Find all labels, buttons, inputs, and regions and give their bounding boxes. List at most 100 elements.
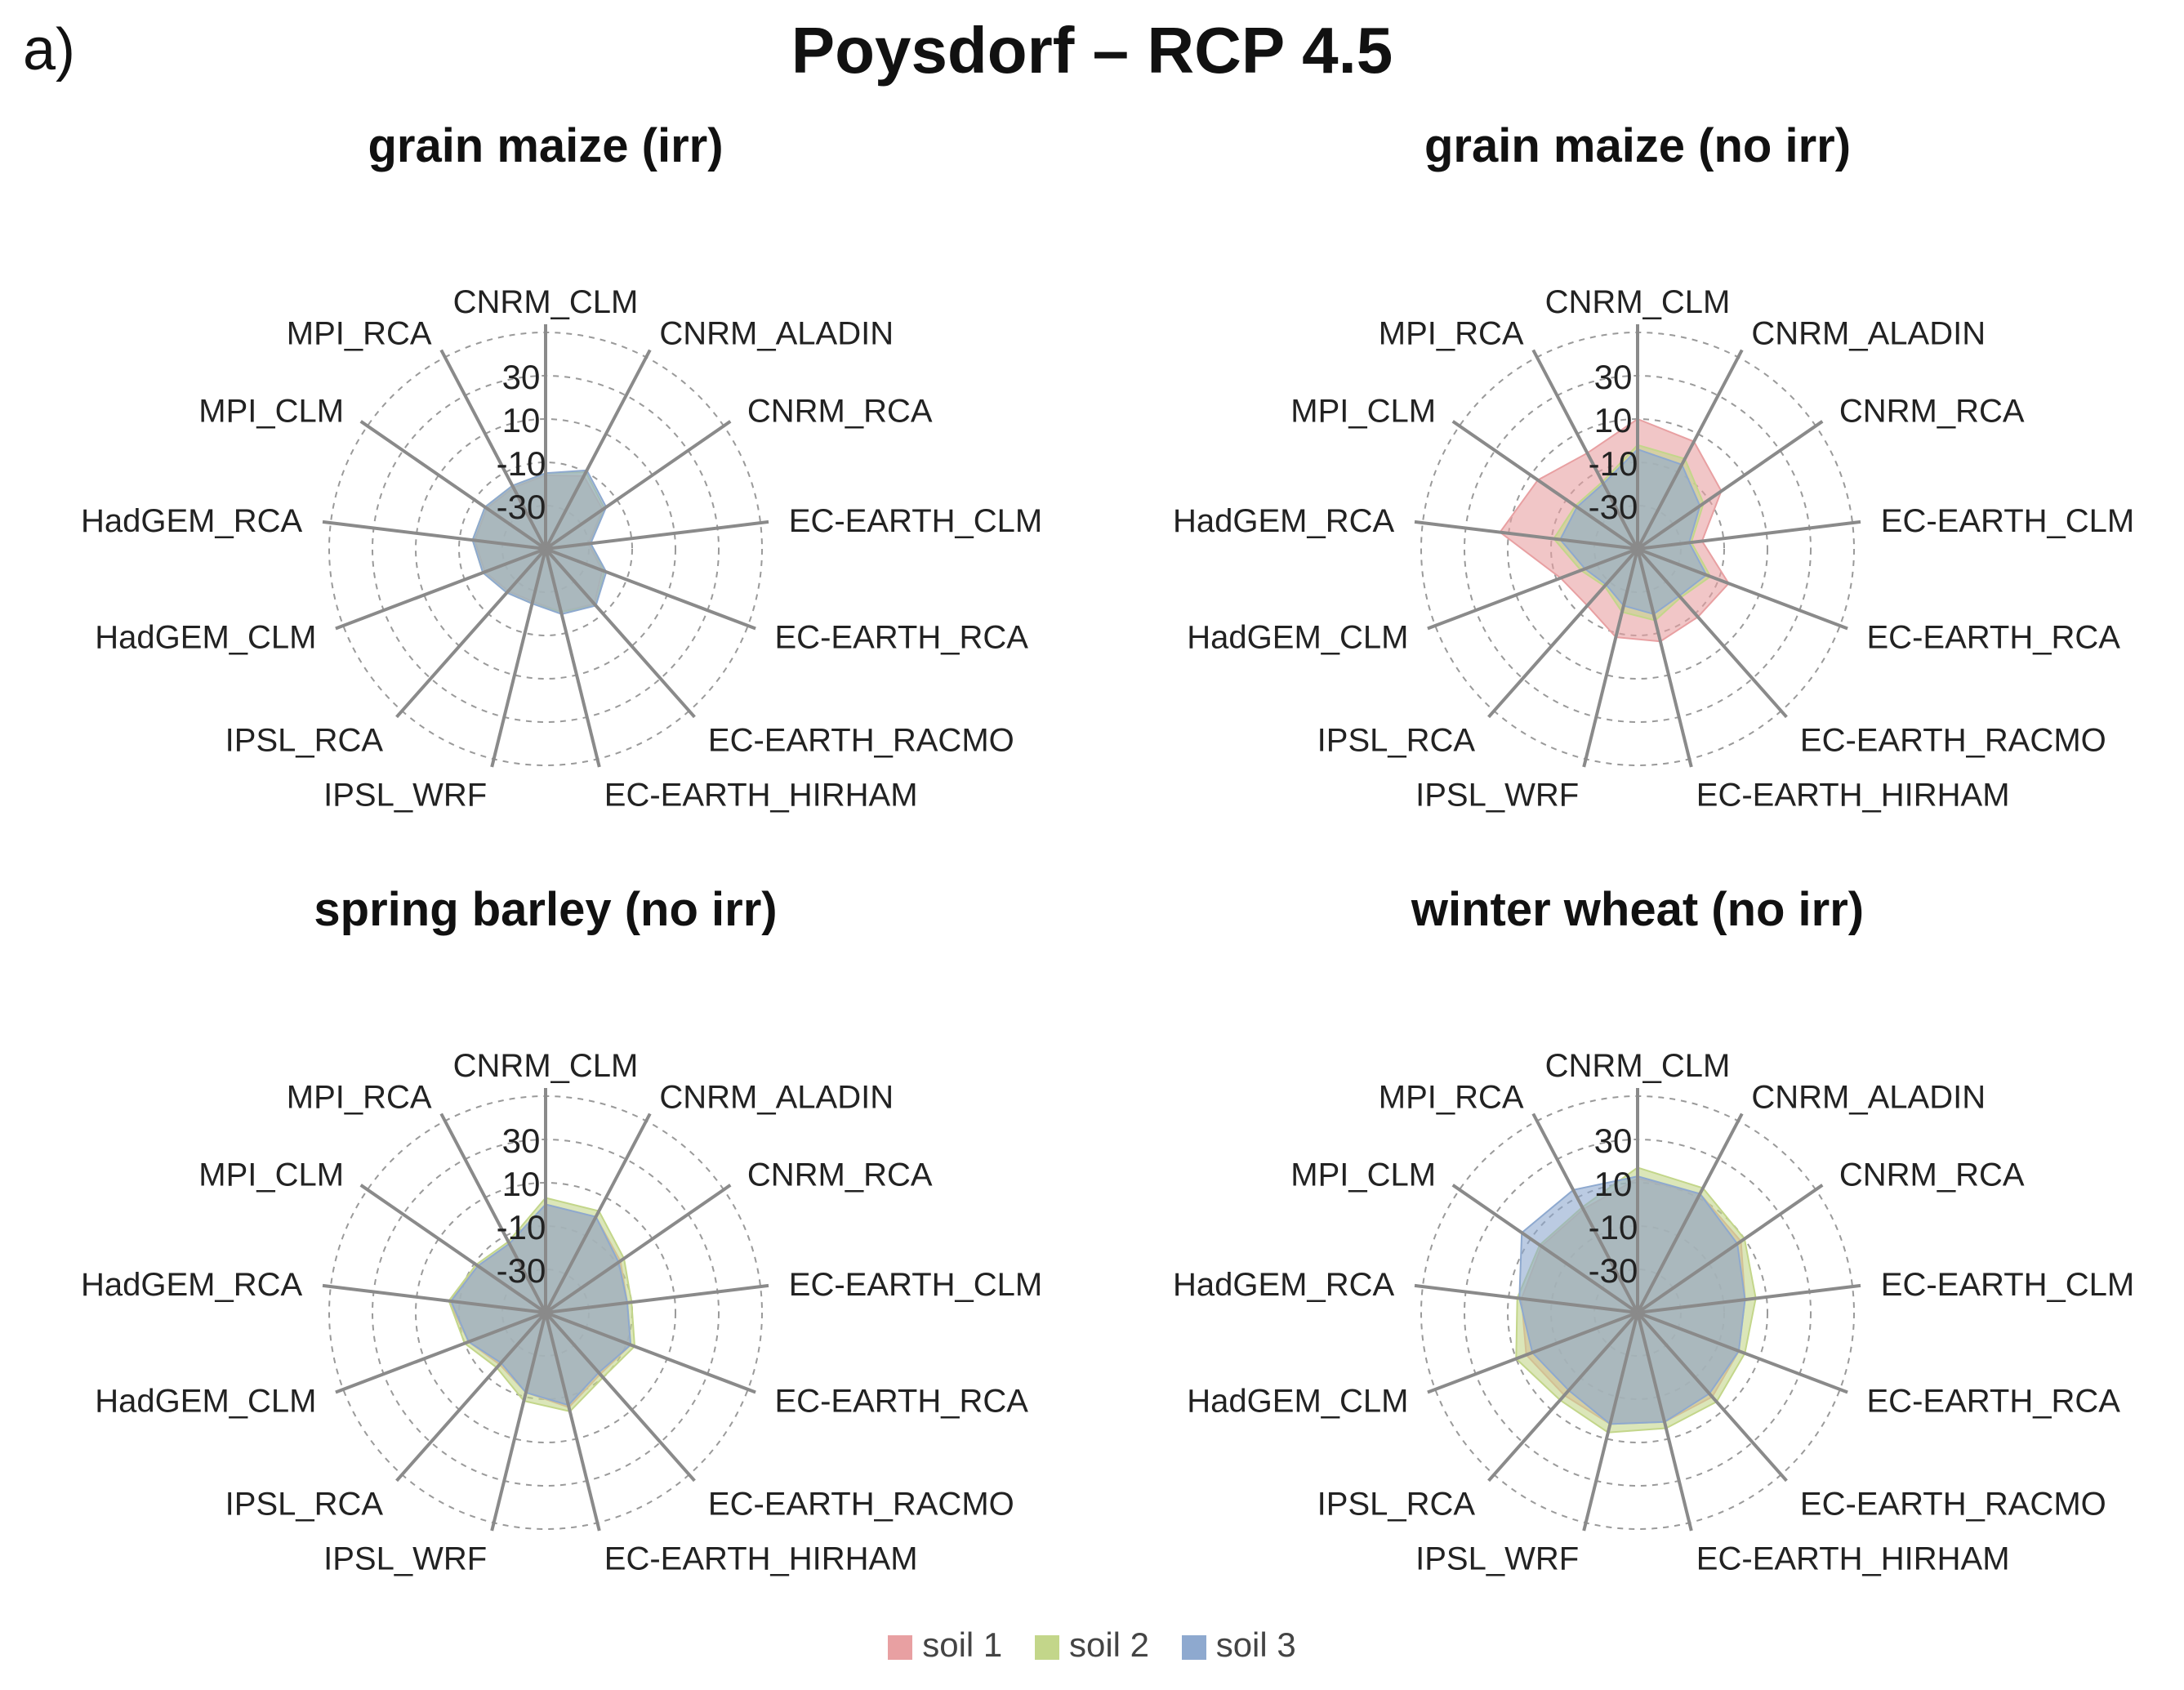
axis-label-ec-earth-clm: EC-EARTH_CLM: [1881, 503, 2134, 539]
axis-line: [1427, 1311, 1638, 1394]
chart-title: spring barley (no irr): [314, 883, 777, 936]
axis-label-hadgem-rca: HadGEM_RCA: [81, 503, 303, 539]
axis-label-ipsl-wrf: IPSL_WRF: [1415, 1541, 1579, 1576]
axis-line: [1637, 547, 1848, 631]
grid-ring: [1550, 462, 1725, 636]
legend-item-soil-1: soil 1: [888, 1625, 1002, 1665]
axis-label-ec-earth-rca: EC-EARTH_RCA: [1867, 619, 2121, 655]
axis-line: [1636, 1113, 1744, 1313]
axis-label-cnrm-aladin: CNRM_ALADIN: [659, 1079, 894, 1115]
axis-line: [359, 1184, 547, 1314]
axis-line: [1636, 349, 1744, 550]
axis-label-cnrm-aladin: CNRM_ALADIN: [659, 315, 894, 351]
axis-line: [1636, 1184, 1824, 1314]
legend-swatch-soil-3: [1181, 1635, 1206, 1660]
axis-line: [545, 519, 769, 551]
axis-line: [544, 1311, 696, 1483]
axis-line: [544, 1312, 601, 1532]
axis-line: [490, 548, 547, 768]
axis-line: [545, 1283, 769, 1314]
axis-label-ec-earth-rca: EC-EARTH_RCA: [775, 1383, 1029, 1419]
axis-label-cnrm-clm: CNRM_CLM: [1545, 284, 1731, 320]
axis-line: [544, 548, 601, 768]
axis-line: [544, 547, 696, 719]
axis-line: [545, 1311, 756, 1394]
axis-label-mpi-rca: MPI_RCA: [1379, 1079, 1524, 1115]
axis-line: [335, 547, 546, 631]
axis-line: [1487, 1311, 1639, 1483]
axis-line: [1636, 1311, 1788, 1483]
axis-label-ipsl-wrf: IPSL_WRF: [323, 1541, 487, 1576]
axis-line: [1451, 420, 1639, 551]
axis-label-ec-earth-racmo: EC-EARTH_RACMO: [708, 1487, 1014, 1523]
legend-swatch-soil-1: [888, 1635, 913, 1660]
chart-title: grain maize (irr): [368, 119, 723, 172]
axis-label-ec-earth-clm: EC-EARTH_CLM: [1881, 1267, 2134, 1303]
tick-label: -30: [497, 1251, 546, 1290]
axis-label-mpi-clm: MPI_CLM: [198, 1157, 344, 1193]
axis-label-ec-earth-hirham: EC-EARTH_HIRHAM: [1696, 777, 2010, 813]
axis-label-ec-earth-rca: EC-EARTH_RCA: [775, 619, 1029, 655]
radar-chart-grain-maize-irr: grain maize (irr) -30 -10 10 30 CNRM_CLM CNRM_…: [81, 119, 1042, 813]
axis-line: [1487, 547, 1639, 719]
axis-line: [544, 1184, 732, 1314]
axis-label-ec-earth-racmo: EC-EARTH_RACMO: [1800, 723, 2106, 759]
axis-label-cnrm-rca: CNRM_RCA: [747, 1157, 933, 1193]
axis-label-mpi-clm: MPI_CLM: [198, 394, 344, 430]
legend-item-soil-2: soil 2: [1034, 1625, 1149, 1665]
axis-label-hadgem-clm: HadGEM_CLM: [95, 619, 316, 655]
axis-label-cnrm-rca: CNRM_RCA: [747, 394, 933, 430]
axis-line: [544, 1113, 652, 1313]
axis-line: [395, 547, 547, 719]
legend-label-soil-3: soil 3: [1215, 1625, 1296, 1664]
axis-line: [545, 547, 756, 631]
axis-label-mpi-rca: MPI_RCA: [287, 315, 432, 351]
axis-label-cnrm-clm: CNRM_CLM: [1545, 1048, 1731, 1084]
legend-label-soil-1: soil 1: [922, 1625, 1003, 1664]
grid-ring: [458, 462, 633, 636]
axis-label-ipsl-wrf: IPSL_WRF: [1415, 777, 1579, 813]
radar-chart-grain-maize-no-irr: grain maize (no irr) -30 -10 10 30 CNRM_CLM CN…: [1173, 119, 2134, 813]
axis-label-cnrm-aladin: CNRM_ALADIN: [1751, 1079, 1986, 1115]
axis-line: [490, 1312, 547, 1532]
axis-label-cnrm-rca: CNRM_RCA: [1839, 394, 2025, 430]
axis-line: [1451, 1184, 1639, 1314]
tick-label: 10: [1594, 1165, 1633, 1203]
tick-label: 10: [502, 401, 541, 439]
radar-chart-spring-barley-no-irr: spring barley (no irr) -30 -10 10 30 CNRM_CLM…: [81, 883, 1042, 1576]
axis-label-cnrm-rca: CNRM_RCA: [1839, 1157, 2025, 1193]
legend-swatch-soil-2: [1034, 1635, 1059, 1660]
axis-label-mpi-rca: MPI_RCA: [287, 1079, 432, 1115]
axis-label-ec-earth-rca: EC-EARTH_RCA: [1867, 1383, 2121, 1419]
tick-label: 30: [502, 358, 541, 396]
axis-label-ec-earth-hirham: EC-EARTH_HIRHAM: [1696, 1541, 2010, 1576]
axis-label-hadgem-clm: HadGEM_CLM: [1187, 1383, 1408, 1419]
figure-title: Poysdorf – RCP 4.5: [791, 14, 1393, 87]
axis-label-cnrm-clm: CNRM_CLM: [453, 1048, 639, 1084]
axis-label-ec-earth-clm: EC-EARTH_CLM: [789, 1267, 1042, 1303]
legend: soil 1 soil 2 soil 3: [0, 1625, 2184, 1665]
axis-label-mpi-rca: MPI_RCA: [1379, 315, 1524, 351]
axis-line: [1582, 548, 1639, 768]
axis-label-ec-earth-hirham: EC-EARTH_HIRHAM: [604, 1541, 918, 1576]
axis-line: [1636, 420, 1824, 551]
axis-line: [1414, 1283, 1638, 1314]
tick-label: 30: [502, 1121, 541, 1160]
axis-label-ec-earth-racmo: EC-EARTH_RACMO: [708, 723, 1014, 759]
axis-line: [439, 349, 547, 550]
axis-line: [1637, 1283, 1861, 1314]
panel-label: a): [23, 17, 76, 82]
axis-line: [544, 420, 732, 551]
tick-label: -10: [497, 1208, 546, 1246]
axis-label-hadgem-rca: HadGEM_RCA: [1173, 1267, 1395, 1303]
axis-label-hadgem-rca: HadGEM_RCA: [81, 1267, 303, 1303]
axis-line: [395, 1311, 547, 1483]
axis-line: [359, 420, 547, 551]
tick-label: -30: [1589, 1251, 1638, 1290]
tick-label: -10: [497, 444, 546, 483]
axis-line: [1636, 548, 1693, 768]
axis-line: [1531, 1113, 1639, 1313]
legend-item-soil-3: soil 3: [1181, 1625, 1296, 1665]
axis-label-ipsl-wrf: IPSL_WRF: [323, 777, 487, 813]
